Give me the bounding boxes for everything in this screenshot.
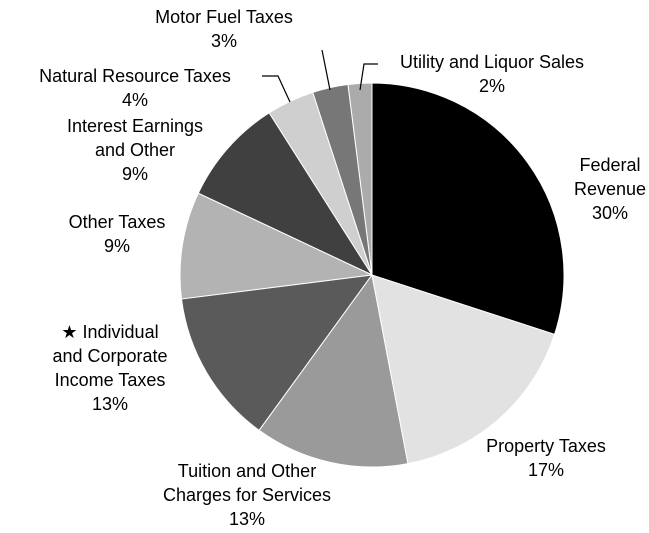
value-label: 9% [121, 164, 148, 184]
category-label: Interest Earnings and Other [66, 116, 204, 160]
pie-slice [371, 274, 556, 465]
category-label: Property Taxes [486, 436, 606, 456]
leaders [262, 49, 378, 103]
slice-label: Interest Earnings and Other 9% [55, 114, 215, 186]
category-label: Utility and Liquor Sales [399, 52, 585, 72]
value-label: 2% [478, 76, 506, 96]
slice-label: Tuition and Other Charges for Services 13… [152, 459, 342, 531]
category-label: Motor Fuel Taxes [155, 7, 293, 27]
category-label: Tuition and Other Charges for Services [162, 461, 332, 505]
slice-label: ★ Individual and Corporate Income Taxes 1… [45, 320, 175, 416]
slice-label: Other Taxes 9% [37, 210, 197, 258]
category-label: ★ Individual and Corporate Income Taxes [52, 322, 168, 390]
pie-slice [179, 192, 374, 300]
slice-label: Property Taxes 17% [446, 434, 646, 482]
value-label: 13% [228, 509, 266, 529]
category-label: Natural Resource Taxes [39, 66, 231, 86]
slice-label: Motor Fuel Taxes 3% [155, 5, 293, 53]
leader-line [359, 63, 378, 91]
pie-slice [258, 273, 409, 468]
category-label: Federal Revenue [573, 155, 647, 199]
value-label: 3% [210, 31, 238, 51]
value-label: 4% [121, 90, 149, 110]
leader-line [321, 49, 331, 91]
value-label: 13% [91, 394, 129, 414]
leader-line [262, 75, 291, 103]
pie-slice [371, 82, 565, 335]
pie-slice [180, 274, 374, 432]
slice-label: Natural Resource Taxes 4% [39, 64, 231, 112]
slice-label: Utility and Liquor Sales 2% [400, 50, 584, 98]
value-label: 9% [103, 236, 130, 256]
value-label: 17% [527, 460, 565, 480]
slice-label: Federal Revenue 30% [555, 153, 649, 225]
category-label: Other Taxes [68, 212, 166, 232]
pie-slice [197, 112, 374, 277]
value-label: 30% [591, 203, 629, 223]
